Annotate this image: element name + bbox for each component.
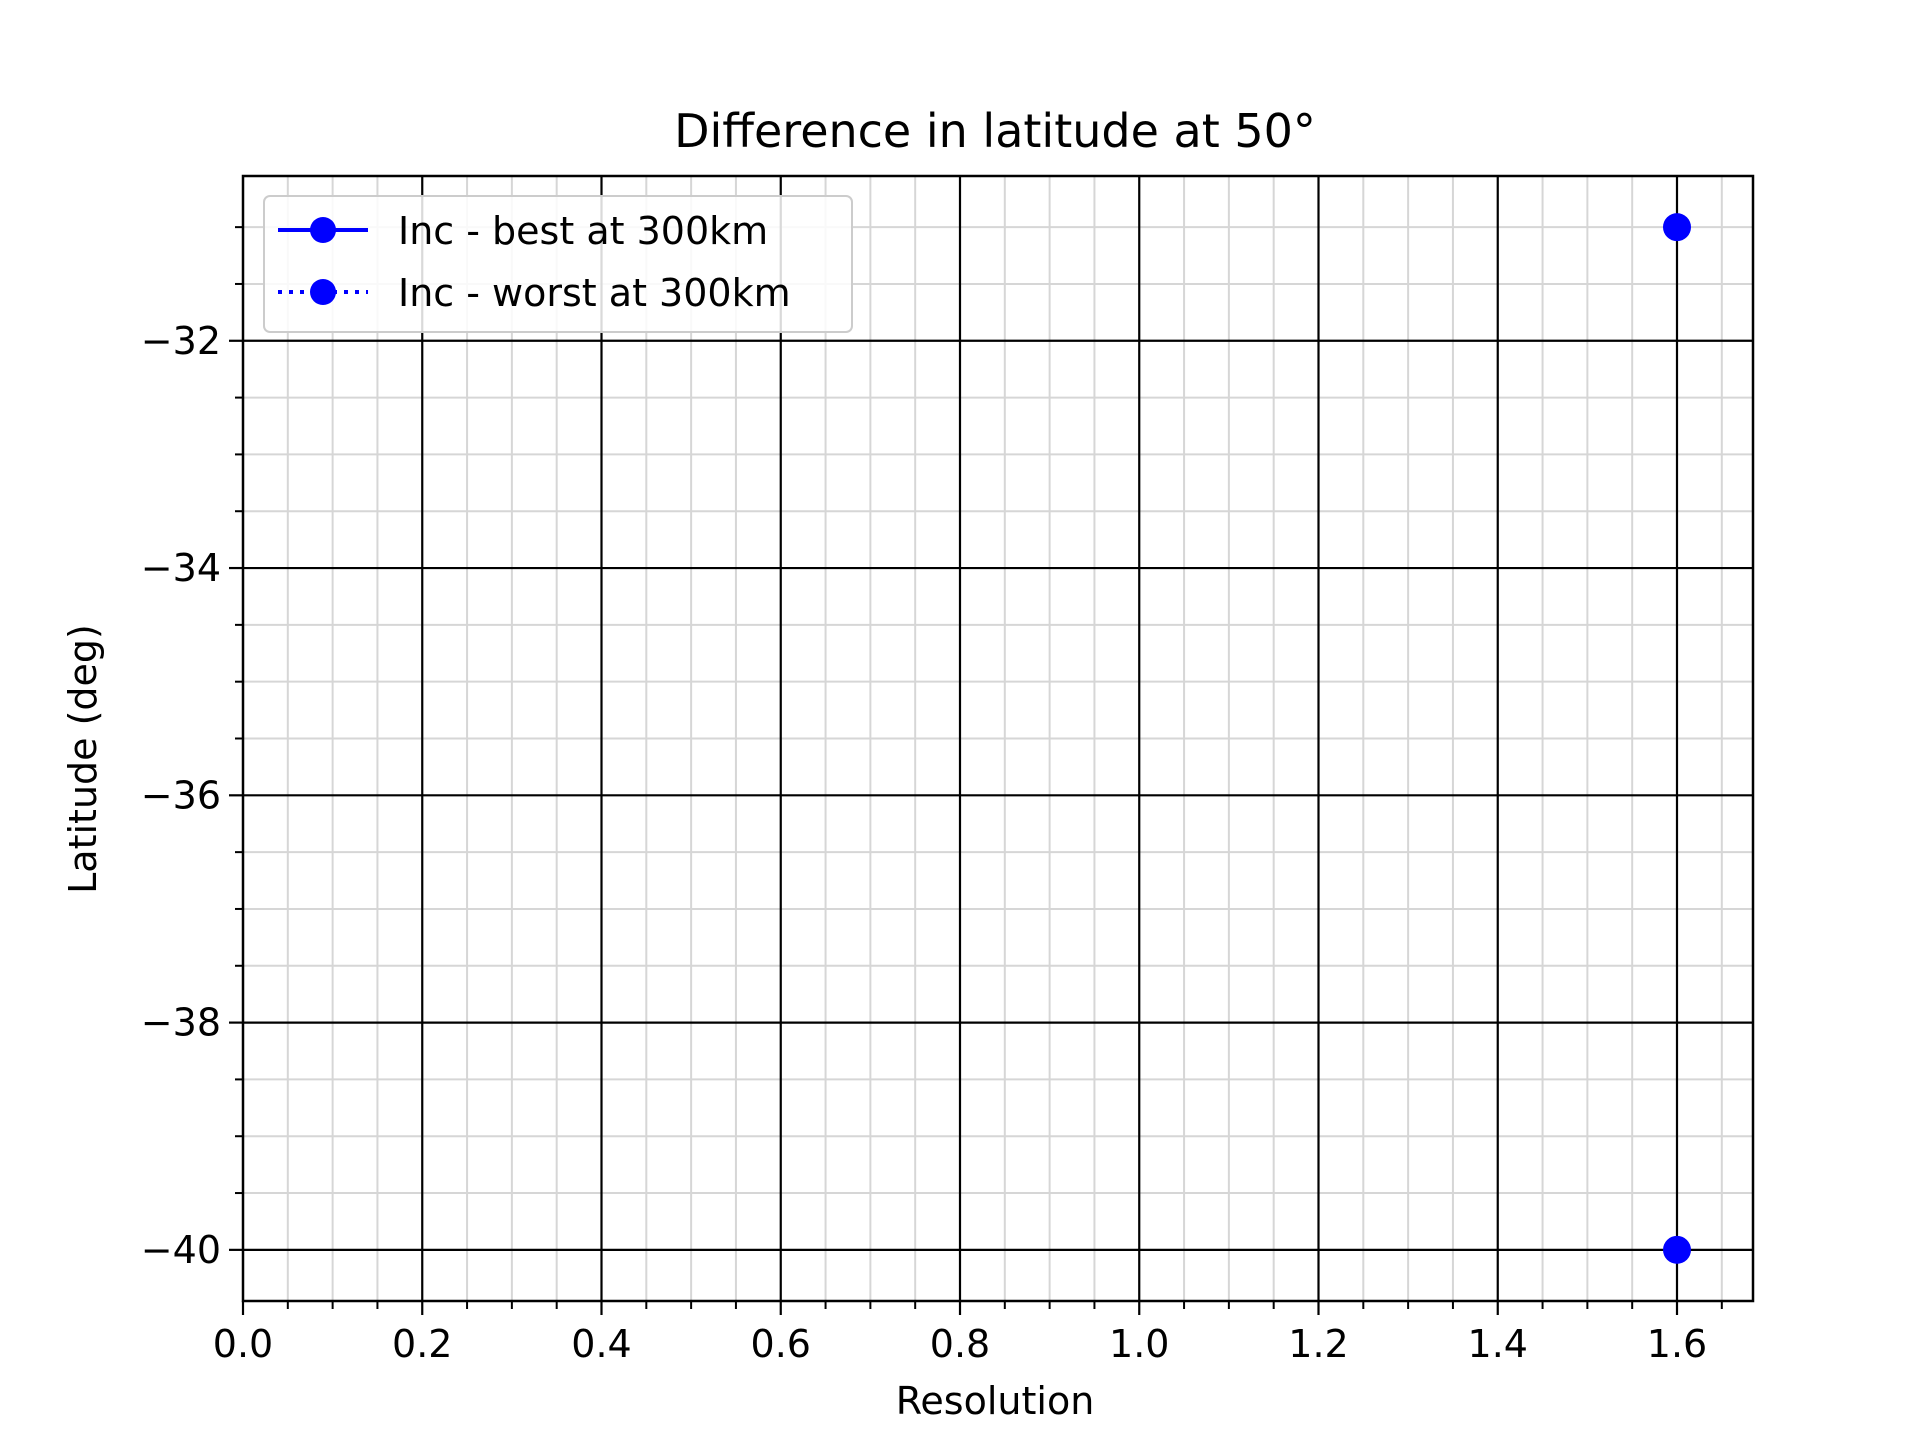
minor-grid [243,176,1753,1301]
data-point-series-1 [1662,1235,1691,1264]
x-tick-label: 1.0 [1109,1322,1169,1366]
x-tick-label: 0.8 [930,1322,990,1366]
x-axis-label: Resolution [896,1379,1095,1423]
legend-marker-worst [310,279,336,305]
x-tick-label: 0.6 [751,1322,811,1366]
axis-ticks [229,226,1723,1315]
data-point-series-0 [1662,213,1691,242]
y-tick-label: −40 [141,1228,221,1272]
chart-title: Difference in latitude at 50° [674,104,1316,158]
y-tick-label: −36 [141,773,221,817]
legend: Inc - best at 300km Inc - worst at 300km [263,195,853,333]
y-tick-label: −34 [141,546,221,590]
x-tick-label: 0.2 [392,1322,452,1366]
legend-marker-best [310,217,336,243]
x-tick-labels: 0.0 0.2 0.4 0.6 0.8 1.0 1.2 1.4 1.6 [213,1322,1707,1366]
x-tick-label: 1.4 [1468,1322,1528,1366]
major-grid [243,176,1753,1301]
x-tick-label: 0.4 [571,1322,631,1366]
y-axis-label: Latitude (deg) [61,624,105,894]
y-tick-labels: −32 −34 −36 −38 −40 [141,319,221,1272]
y-tick-label: −32 [141,319,221,363]
legend-label-best: Inc - best at 300km [398,209,768,253]
data-marks [1662,213,1691,1264]
x-tick-label: 1.6 [1647,1322,1707,1366]
plot-frame [241,174,1755,1303]
y-tick-label: −38 [141,1001,221,1045]
x-tick-label: 1.2 [1288,1322,1348,1366]
legend-label-worst: Inc - worst at 300km [398,271,791,315]
x-tick-label: 0.0 [213,1322,273,1366]
legend-box [263,195,853,333]
